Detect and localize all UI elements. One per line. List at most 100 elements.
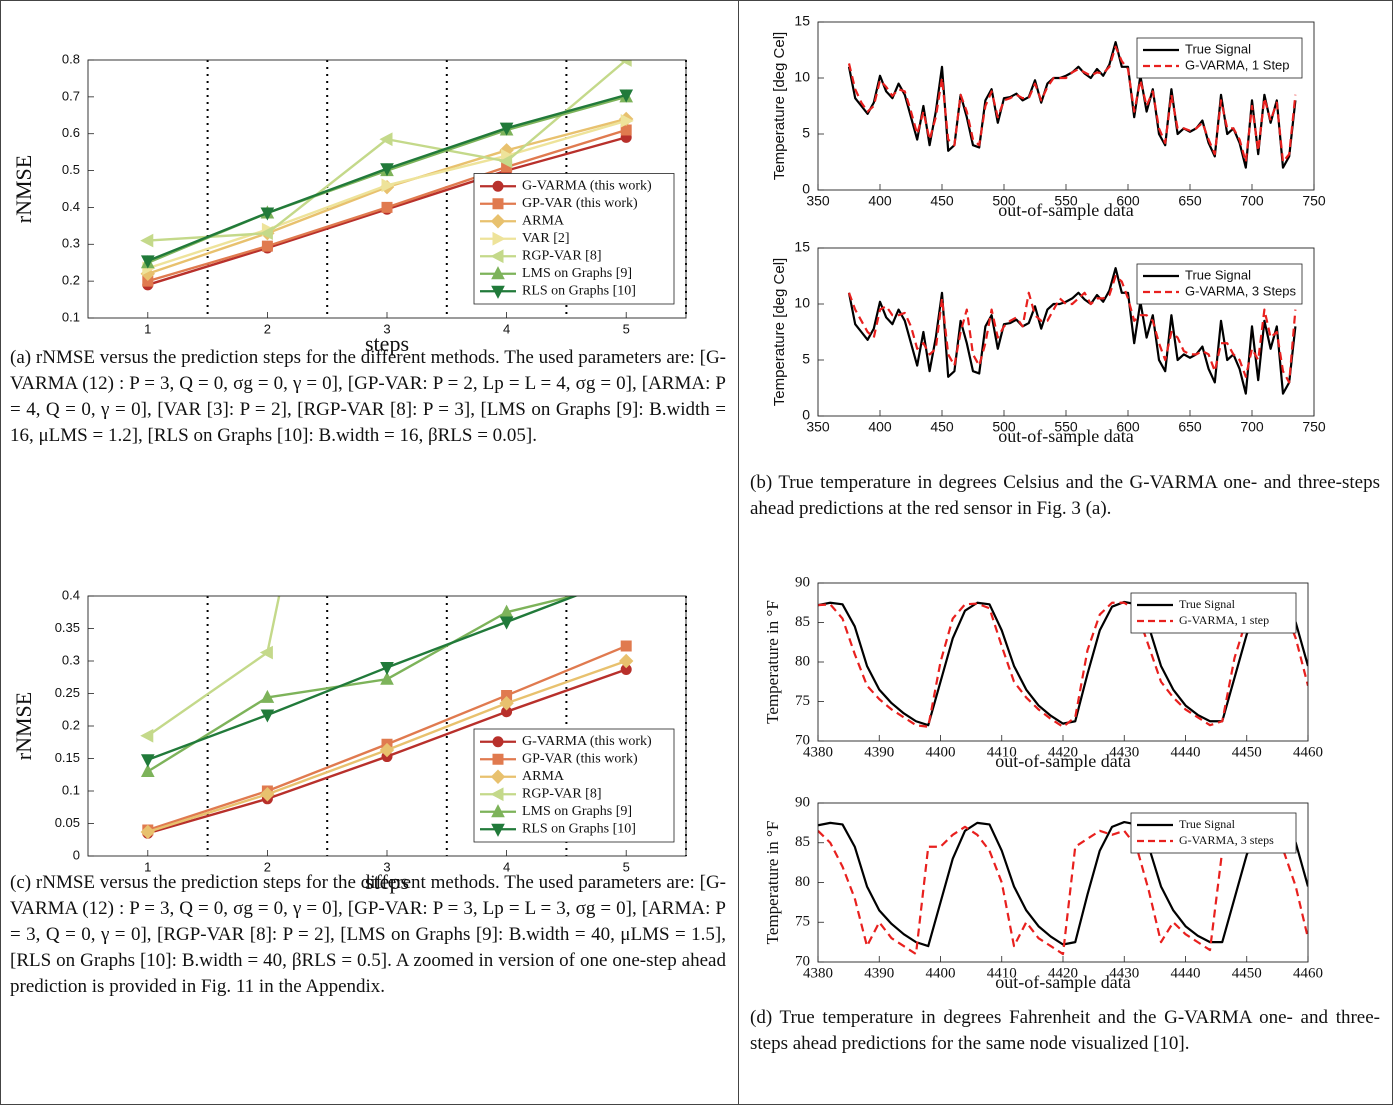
legend-label: True Signal bbox=[1179, 817, 1236, 831]
x-tick-label: 600 bbox=[1116, 193, 1140, 209]
marker bbox=[499, 154, 513, 169]
plot-frame bbox=[817, 247, 1315, 417]
x-tick-label: 4450 bbox=[1232, 744, 1262, 760]
y-axis-label: Temperature [deg Cel] bbox=[771, 32, 788, 180]
marker bbox=[140, 824, 156, 840]
marker bbox=[620, 572, 632, 584]
series-layer bbox=[140, 572, 634, 840]
legend-box bbox=[473, 728, 675, 843]
legend-marker bbox=[491, 804, 505, 818]
y-tick-label: 70 bbox=[795, 732, 810, 748]
marker bbox=[499, 696, 514, 711]
legend-marker bbox=[492, 736, 504, 748]
marker bbox=[260, 689, 275, 703]
y-tick-label: 0.6 bbox=[62, 125, 80, 140]
x-tick-label: 4390 bbox=[864, 965, 894, 981]
y-tick-label: 0.35 bbox=[55, 620, 80, 635]
legend-label: RGP-VAR [8] bbox=[522, 248, 601, 263]
marker bbox=[619, 89, 634, 103]
x-tick-label: 4420 bbox=[1048, 965, 1078, 981]
y-tick-label: 0.5 bbox=[62, 162, 80, 177]
series-line bbox=[147, 596, 281, 737]
column-divider bbox=[738, 0, 739, 1105]
marker bbox=[380, 662, 394, 676]
legend-label: LMS on Graphs [9] bbox=[522, 804, 632, 819]
y-tick-label: 0.1 bbox=[62, 309, 80, 324]
caption: (b) True temperature in degrees Celsius … bbox=[750, 472, 1380, 519]
legend-label: G-VARMA, 3 Steps bbox=[1185, 283, 1297, 298]
x-tick-label: 700 bbox=[1240, 193, 1264, 209]
x-tick-label: 4 bbox=[503, 321, 510, 336]
series-layer bbox=[140, 60, 634, 291]
y-axis-label: rNMSE bbox=[11, 692, 36, 760]
y-axis-label: Temperature in °F bbox=[763, 821, 782, 945]
legend-marker bbox=[491, 823, 505, 837]
plot-frame bbox=[817, 802, 1309, 963]
marker bbox=[380, 163, 394, 177]
y-axis-label: Temperature [deg Cel] bbox=[771, 258, 788, 406]
marker bbox=[620, 577, 632, 589]
x-tick-label: 550 bbox=[1054, 193, 1078, 209]
x-tick-label: 2 bbox=[264, 321, 271, 336]
marker bbox=[499, 616, 514, 630]
x-tick-label: 500 bbox=[992, 419, 1016, 435]
x-tick-label: 4420 bbox=[1048, 744, 1078, 760]
y-tick-label: 0.25 bbox=[55, 685, 80, 700]
y-tick-label: 0 bbox=[802, 407, 810, 423]
marker bbox=[261, 240, 273, 252]
legend-box bbox=[1130, 812, 1297, 854]
y-tick-label: 0.4 bbox=[62, 587, 80, 602]
x-tick-label: 350 bbox=[806, 193, 830, 209]
marker bbox=[379, 742, 395, 758]
plot-frame bbox=[817, 21, 1315, 191]
x-tick-label: 400 bbox=[868, 193, 892, 209]
x-tick-label: 4410 bbox=[987, 965, 1017, 981]
legend-label: RLS on Graphs [10] bbox=[522, 283, 636, 298]
y-tick-label: 15 bbox=[794, 13, 810, 29]
series-line bbox=[847, 267, 1297, 395]
x-tick-label: 450 bbox=[930, 193, 954, 209]
y-tick-label: 0.7 bbox=[62, 88, 80, 103]
legend-label: GP-VAR (this work) bbox=[522, 196, 638, 211]
x-tick-label: 5 bbox=[623, 321, 630, 336]
chart: 4380 4390 4400 4410 4420 4430 4440 4450 4460 70 75… bbox=[763, 574, 1323, 771]
legend-label: RLS on Graphs [10] bbox=[522, 821, 636, 836]
y-tick-label: 0.2 bbox=[62, 273, 80, 288]
x-tick-label: 650 bbox=[1178, 193, 1202, 209]
x-axis-label: steps bbox=[365, 331, 409, 356]
x-tick-label: 4400 bbox=[926, 744, 956, 760]
legend-marker bbox=[491, 266, 505, 280]
marker bbox=[260, 709, 275, 723]
x-tick-label: 4380 bbox=[803, 744, 833, 760]
marker bbox=[618, 653, 634, 669]
legend-marker bbox=[490, 214, 506, 229]
legend-label: LMS on Graphs [9] bbox=[522, 266, 632, 281]
legend-label: G-VARMA (this work) bbox=[522, 734, 652, 749]
marker bbox=[259, 226, 273, 241]
x-axis-label: out-of-sample data bbox=[998, 426, 1133, 446]
y-tick-label: 0.1 bbox=[62, 782, 80, 797]
legend-marker bbox=[492, 180, 504, 192]
series-layer bbox=[818, 600, 1308, 728]
x-tick-label: 1 bbox=[144, 859, 151, 874]
y-axis-label: rNMSE bbox=[11, 155, 36, 223]
y-tick-label: 0.3 bbox=[62, 236, 80, 251]
x-tick-label: 4460 bbox=[1293, 744, 1323, 760]
x-tick-label: 4 bbox=[503, 859, 510, 874]
caption: (c) rNMSE versus the prediction steps fo… bbox=[10, 872, 726, 997]
legend-marker bbox=[490, 249, 504, 264]
legend-label: True Signal bbox=[1179, 597, 1236, 611]
legend-label: G-VARMA (this work) bbox=[522, 178, 652, 193]
marker bbox=[620, 113, 634, 128]
x-tick-label: 4440 bbox=[1171, 965, 1201, 981]
y-tick-label: 80 bbox=[795, 874, 810, 890]
series-line bbox=[847, 274, 1297, 384]
legend-marker bbox=[490, 769, 506, 784]
marker bbox=[140, 754, 155, 768]
chart: 4380 4390 4400 4410 4420 4430 4440 4450 4460 70 75… bbox=[763, 794, 1323, 992]
x-tick-label: 4400 bbox=[926, 965, 956, 981]
y-tick-label: 85 bbox=[795, 834, 810, 850]
x-tick-label: 4430 bbox=[1109, 965, 1139, 981]
x-tick-label: 4440 bbox=[1171, 744, 1201, 760]
